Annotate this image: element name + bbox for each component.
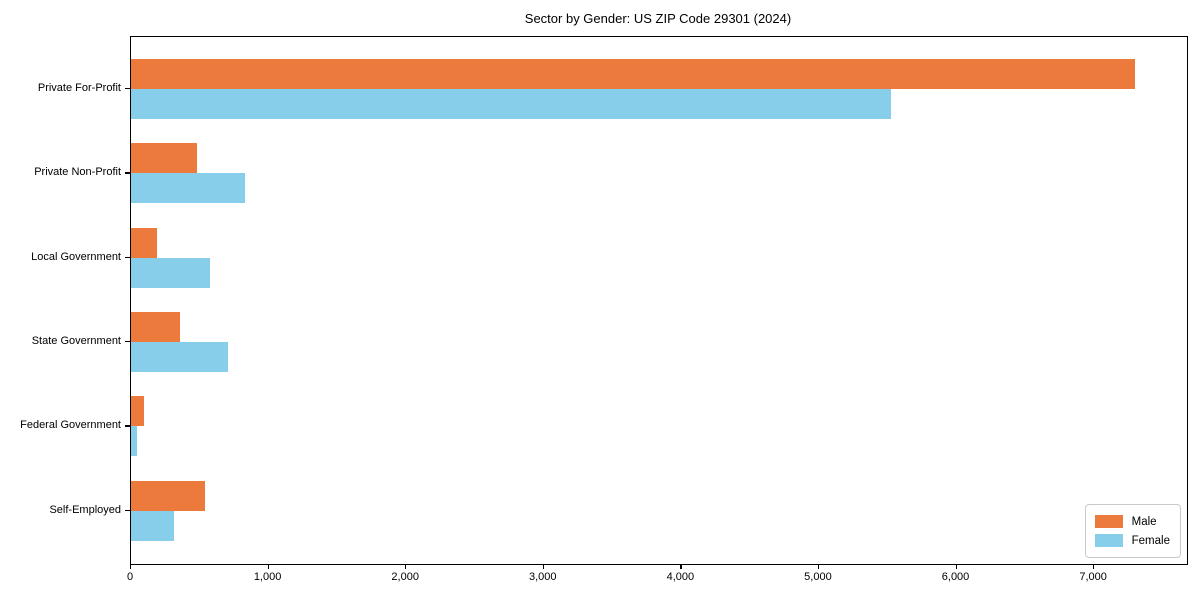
y-tick-mark bbox=[125, 340, 130, 343]
y-tick-mark bbox=[125, 425, 130, 427]
legend-label: Male bbox=[1131, 515, 1157, 528]
x-tick-label: 4,000 bbox=[666, 571, 695, 583]
legend-swatch-male bbox=[1094, 515, 1123, 528]
x-tick-label: 6,000 bbox=[941, 571, 970, 583]
bar-female-1 bbox=[131, 173, 246, 204]
bar-male-1 bbox=[131, 143, 197, 174]
bar-female-5 bbox=[131, 510, 174, 541]
bar-female-4 bbox=[131, 426, 138, 457]
x-tick-mark bbox=[542, 564, 544, 569]
bar-male-2 bbox=[131, 227, 158, 258]
x-tick-mark bbox=[405, 564, 407, 569]
legend-entry-male: Male bbox=[1094, 512, 1170, 531]
x-tick-label: 7,000 bbox=[1079, 571, 1107, 583]
x-tick-mark bbox=[130, 564, 132, 569]
chart-title: Sector by Gender: US ZIP Code 29301 (202… bbox=[524, 11, 792, 26]
y-tick-label: Private Non-Profit bbox=[34, 166, 121, 179]
x-tick-label: 1,000 bbox=[253, 571, 282, 583]
x-tick-label: 0 bbox=[126, 571, 134, 583]
bar-male-3 bbox=[131, 311, 180, 342]
y-tick-mark bbox=[125, 172, 130, 174]
x-tick-mark bbox=[267, 564, 269, 569]
x-tick-mark bbox=[1093, 564, 1095, 569]
plot-area: Male Female bbox=[130, 36, 1188, 565]
x-tick-mark bbox=[817, 564, 820, 569]
y-tick-label: State Government bbox=[31, 334, 121, 347]
legend: Male Female bbox=[1084, 504, 1181, 558]
y-tick-label: Private For-Profit bbox=[37, 82, 121, 94]
legend-label: Female bbox=[1131, 534, 1170, 547]
x-tick-mark bbox=[680, 564, 682, 569]
y-tick-mark bbox=[125, 88, 130, 90]
bar-female-3 bbox=[131, 341, 228, 372]
y-tick-mark bbox=[125, 509, 130, 511]
y-tick-mark bbox=[125, 256, 130, 258]
bar-male-4 bbox=[131, 396, 145, 427]
y-tick-label: Self-Employed bbox=[49, 503, 121, 516]
y-tick-label: Local Government bbox=[31, 250, 121, 263]
bar-female-2 bbox=[131, 257, 211, 288]
bar-female-0 bbox=[131, 89, 891, 119]
x-tick-label: 3,000 bbox=[529, 571, 557, 583]
bar-male-5 bbox=[131, 480, 206, 511]
y-tick-label: Federal Government bbox=[20, 419, 121, 432]
legend-swatch-female bbox=[1094, 534, 1123, 547]
x-tick-label: 2,000 bbox=[391, 571, 419, 583]
x-tick-label: 5,000 bbox=[804, 571, 832, 583]
bar-male-0 bbox=[131, 59, 1136, 89]
x-tick-mark bbox=[955, 564, 957, 569]
legend-entry-female: Female bbox=[1094, 531, 1170, 550]
